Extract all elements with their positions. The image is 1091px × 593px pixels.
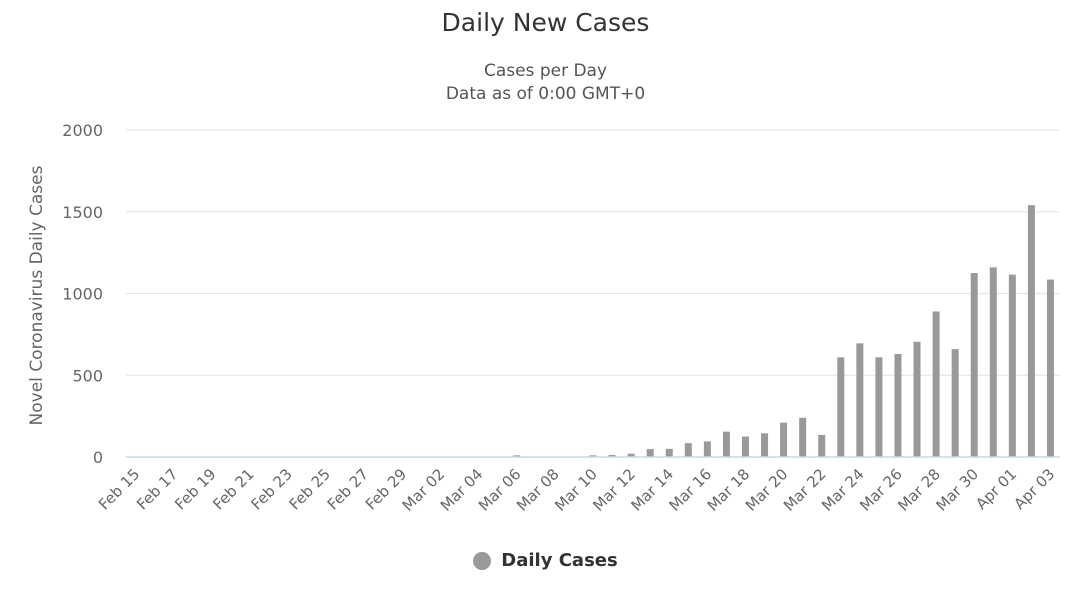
x-tick-label: Apr 01 <box>972 465 1020 513</box>
x-tick-label: Feb 17 <box>133 465 181 513</box>
bar <box>818 434 826 457</box>
bar <box>780 422 788 457</box>
bar <box>665 448 673 457</box>
y-axis-ticks: 0 500 1000 1500 2000 <box>62 121 103 467</box>
bar <box>627 453 635 457</box>
bar <box>608 455 616 457</box>
legend-swatch-circle-icon <box>473 551 492 570</box>
x-tick-label: Feb 25 <box>286 465 334 513</box>
bar <box>741 436 749 457</box>
bar <box>646 449 654 457</box>
bar <box>856 343 864 457</box>
bar <box>875 357 883 457</box>
chart-title: Daily New Cases <box>441 8 650 37</box>
legend-label: Daily Cases <box>501 550 618 571</box>
bar <box>684 443 692 457</box>
x-tick-label: Feb 21 <box>209 465 257 513</box>
y-tick-label: 1000 <box>62 285 103 304</box>
bar <box>894 353 902 457</box>
bar <box>989 267 997 457</box>
bar <box>1027 205 1035 457</box>
bar <box>951 349 959 457</box>
y-tick-label: 1500 <box>62 203 103 222</box>
chart-subtitle: Cases per Day <box>483 61 608 81</box>
bar <box>1046 279 1054 457</box>
x-tick-label: Feb 23 <box>247 465 295 513</box>
legend-item[interactable]: Daily Cases <box>473 550 618 571</box>
bar <box>913 341 921 457</box>
x-tick-label: Feb 15 <box>95 465 143 513</box>
bar <box>722 431 730 457</box>
bar <box>761 433 769 457</box>
grid-lines <box>126 129 1060 376</box>
bar <box>837 357 845 457</box>
bar <box>970 273 978 457</box>
x-tick-label: Apr 03 <box>1010 465 1058 513</box>
y-tick-label: 500 <box>72 366 103 385</box>
bar <box>1008 274 1016 457</box>
chart-data-timestamp: Data as of 0:00 GMT+0 <box>445 84 646 104</box>
x-tick-label: Feb 27 <box>324 465 372 513</box>
x-tick-label: Mar 30 <box>932 465 982 515</box>
legend: Daily Cases <box>0 550 1091 574</box>
x-tick-label: Feb 19 <box>171 465 219 513</box>
bar <box>513 455 521 457</box>
bar <box>703 441 711 457</box>
bar <box>932 311 940 457</box>
y-tick-label: 0 <box>93 448 103 467</box>
y-tick-label: 2000 <box>62 121 103 140</box>
bar <box>589 455 597 457</box>
y-axis-title: Novel Coronavirus Daily Cases <box>27 165 47 425</box>
bars <box>513 205 1054 457</box>
bar <box>799 417 807 457</box>
